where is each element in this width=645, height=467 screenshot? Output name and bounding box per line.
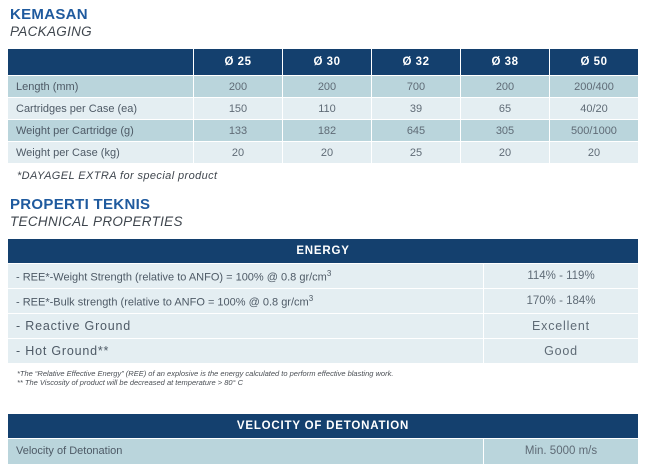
velocity-table: VELOCITY OF DETONATION Velocity of Deton…	[6, 412, 640, 465]
footnote-viscosity: ** The Viscosity of product will be decr…	[17, 378, 244, 388]
cell-value: 500/1000	[549, 119, 639, 142]
velocity-table-header: VELOCITY OF DETONATION	[6, 412, 640, 439]
row-label-text: - REE*-Weight Strength (relative to ANFO…	[16, 271, 327, 284]
packaging-section-subtitle: PACKAGING	[10, 24, 92, 39]
energy-table-header: ENERGY	[7, 238, 639, 264]
cell-value: 133	[193, 119, 283, 142]
cell-value: 200	[282, 75, 372, 98]
cell-value: 700	[371, 75, 461, 98]
cell-value: 200/400	[549, 75, 639, 98]
packaging-table-note: *DAYAGEL EXTRA for special product	[17, 170, 218, 182]
superscript: 3	[326, 268, 332, 278]
cell-value: 110	[282, 97, 372, 120]
packaging-table: Ø 25 Ø 30 Ø 32 Ø 38 Ø 50 Length (mm) 200…	[7, 48, 639, 164]
table-row: Weight per Case (kg) 20 20 25 20 20	[7, 141, 639, 164]
table-row: - Reactive Ground Excellent	[7, 313, 639, 339]
row-label-ree-weight-strength: - REE*-Weight Strength (relative to ANFO…	[7, 263, 484, 289]
row-label-cartridges-per-case: Cartridges per Case (ea)	[7, 97, 194, 120]
row-label-hot-ground: - Hot Ground**	[7, 338, 484, 364]
row-label-weight-per-cartridge: Weight per Cartridge (g)	[7, 119, 194, 142]
cell-value: 645	[371, 119, 461, 142]
column-header-d38: Ø 38	[460, 48, 550, 76]
packaging-section-title: KEMASAN	[10, 6, 88, 23]
cell-value: 20	[460, 141, 550, 164]
cell-value: Good	[483, 338, 639, 364]
column-header-d30: Ø 30	[282, 48, 372, 76]
row-label-text: - REE*-Bulk strength (relative to ANFO =…	[16, 296, 309, 309]
cell-value: Excellent	[483, 313, 639, 339]
cell-value: 65	[460, 97, 550, 120]
cell-value: 150	[193, 97, 283, 120]
footnotes: *The “Relative Effective Energy” (REE) o…	[17, 369, 638, 388]
cell-value: 182	[282, 119, 372, 142]
row-label-weight-per-case: Weight per Case (kg)	[7, 141, 194, 164]
cell-value: 200	[460, 75, 550, 98]
footnote-ree: *The “Relative Effective Energy” (REE) o…	[17, 369, 394, 378]
cell-value: 40/20	[549, 97, 639, 120]
cell-value: 170% - 184%	[483, 288, 639, 314]
row-label-reactive-ground: - Reactive Ground	[7, 313, 484, 339]
cell-value: 39	[371, 97, 461, 120]
velocity-header-row: VELOCITY OF DETONATION	[6, 412, 640, 439]
cell-value: 200	[193, 75, 283, 98]
cell-value: 20	[193, 141, 283, 164]
cell-value: 20	[282, 141, 372, 164]
column-header-d32: Ø 32	[371, 48, 461, 76]
table-row: Velocity of Detonation Min. 5000 m/s	[7, 437, 640, 465]
superscript: 3	[308, 293, 314, 303]
cell-value: 305	[460, 119, 550, 142]
table-row: Cartridges per Case (ea) 150 110 39 65 4…	[7, 97, 639, 120]
row-label-velocity-of-detonation: Velocity of Detonation	[7, 437, 484, 465]
technical-section-title: PROPERTI TEKNIS	[10, 196, 151, 213]
table-row: Weight per Cartridge (g) 133 182 645 305…	[7, 119, 639, 142]
cell-value: 114% - 119%	[483, 263, 639, 289]
table-row: - REE*-Bulk strength (relative to ANFO =…	[7, 288, 639, 314]
technical-section-subtitle: TECHNICAL PROPERTIES	[10, 214, 183, 229]
energy-table: ENERGY - REE*-Weight Strength (relative …	[7, 238, 639, 364]
table-row: - REE*-Weight Strength (relative to ANFO…	[7, 263, 639, 289]
table-row: - Hot Ground** Good	[7, 338, 639, 364]
row-label-length: Length (mm)	[7, 75, 194, 98]
packaging-header-row: Ø 25 Ø 30 Ø 32 Ø 38 Ø 50	[7, 48, 639, 76]
packaging-header-empty-cell	[7, 48, 194, 76]
energy-header-row: ENERGY	[7, 238, 639, 264]
cell-value: 20	[549, 141, 639, 164]
cell-value: Min. 5000 m/s	[482, 437, 640, 465]
column-header-d25: Ø 25	[193, 48, 283, 76]
cell-value: 25	[371, 141, 461, 164]
row-label-ree-bulk-strength: - REE*-Bulk strength (relative to ANFO =…	[7, 288, 484, 314]
column-header-d50: Ø 50	[549, 48, 639, 76]
table-row: Length (mm) 200 200 700 200 200/400	[7, 75, 639, 98]
